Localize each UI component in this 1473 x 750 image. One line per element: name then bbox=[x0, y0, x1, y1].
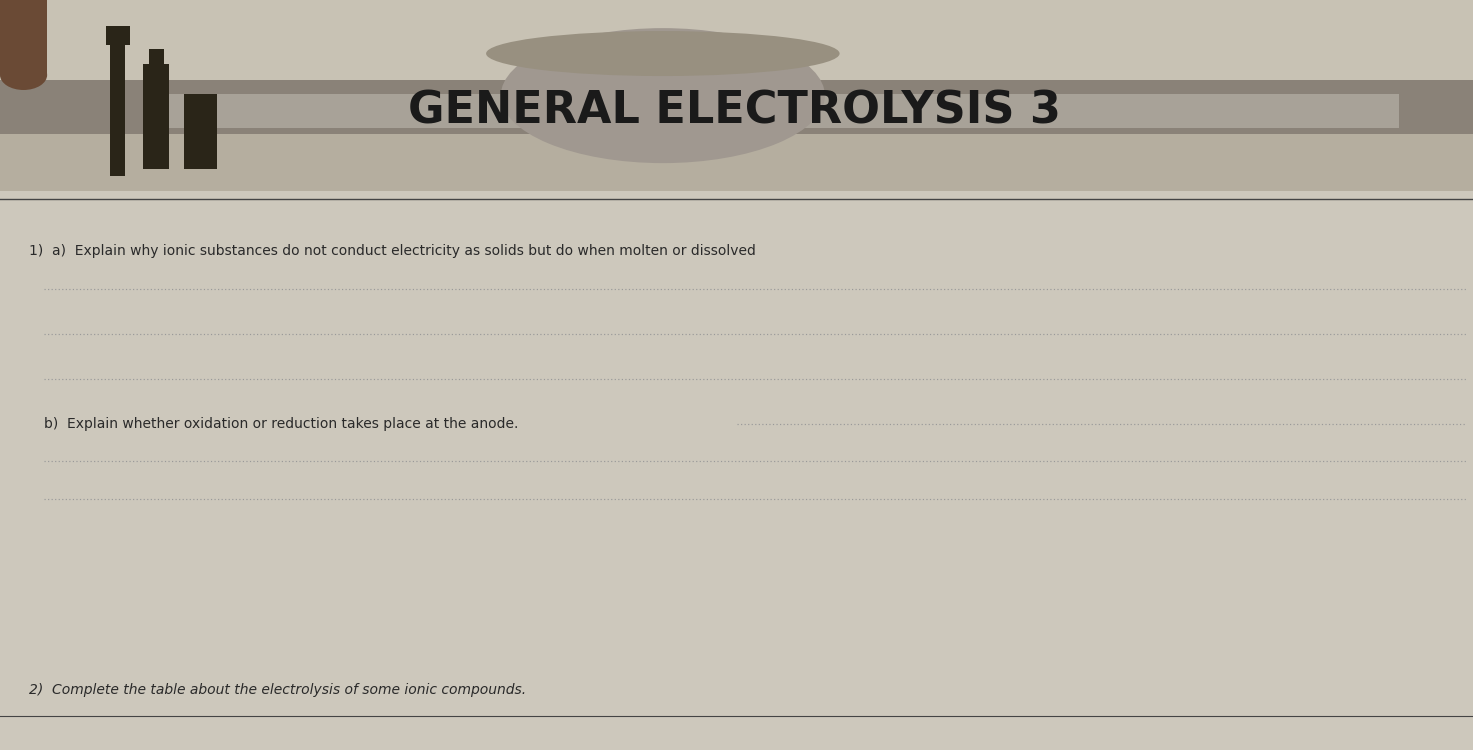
Bar bbox=[0, 80, 1473, 134]
Text: 2)  Complete the table about the electrolysis of some ionic compounds.: 2) Complete the table about the electrol… bbox=[29, 683, 526, 697]
Bar bbox=[0, 0, 1473, 191]
Bar bbox=[147, 94, 1399, 128]
Ellipse shape bbox=[486, 31, 840, 76]
Bar bbox=[149, 49, 164, 79]
Ellipse shape bbox=[501, 28, 825, 164]
Bar bbox=[184, 94, 217, 169]
Text: b)  Explain whether oxidation or reduction takes place at the anode.: b) Explain whether oxidation or reductio… bbox=[44, 417, 518, 430]
Text: GENERAL ELECTROLYSIS 3: GENERAL ELECTROLYSIS 3 bbox=[408, 89, 1061, 133]
Bar bbox=[143, 64, 169, 169]
Ellipse shape bbox=[0, 60, 47, 90]
Bar bbox=[106, 26, 130, 45]
Text: 1)  a)  Explain why ionic substances do not conduct electricity as solids but do: 1) a) Explain why ionic substances do no… bbox=[29, 244, 756, 258]
Bar bbox=[0, 0, 47, 75]
Bar bbox=[0, 0, 1473, 86]
Bar bbox=[110, 34, 125, 176]
